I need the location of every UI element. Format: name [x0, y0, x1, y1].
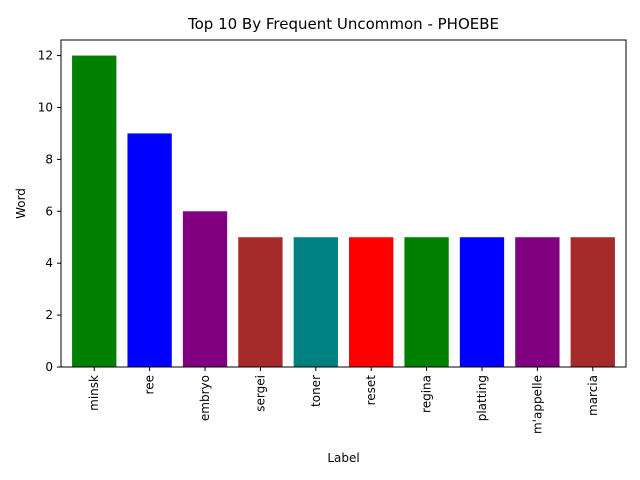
bar-toner [293, 237, 338, 367]
y-tick-label: 10 [38, 100, 53, 114]
plot-area: minsk ree embryo sergei toner reset regina plat… [38, 49, 615, 434]
x-tick-label: minsk [87, 375, 101, 411]
bar-m-appelle [515, 237, 560, 367]
x-tick-label: sergei [253, 375, 267, 412]
x-tick-label: regina [420, 375, 434, 413]
bar-regina [404, 237, 449, 367]
x-tick-label: toner [309, 375, 323, 407]
x-tick-label: platting [475, 375, 489, 421]
y-tick-label: 0 [45, 360, 53, 374]
bar-sergei [238, 237, 283, 367]
chart-title: Top 10 By Frequent Uncommon - PHOEBE [187, 15, 499, 33]
plot-frame [60, 39, 627, 368]
x-axis-label: Label [327, 451, 359, 465]
bar-platting [459, 237, 505, 367]
bar-embryo [182, 211, 228, 367]
bar-reset [349, 237, 394, 367]
bar-minsk [72, 55, 117, 367]
y-tick-label: 4 [45, 256, 53, 270]
x-tick-label: reset [364, 375, 378, 406]
y-tick-label: 2 [45, 308, 53, 322]
x-tick-label: ree [143, 375, 157, 394]
bar-marcia [570, 237, 615, 367]
bar-ree [127, 133, 172, 367]
x-tick-label: embryo [198, 375, 212, 421]
y-axis-label: Word [14, 188, 28, 219]
y-tick-label: 12 [38, 49, 53, 63]
x-tick-label: marcia [586, 375, 600, 416]
y-tick-label: 6 [45, 204, 53, 218]
x-tick-label: m'appelle [530, 375, 544, 434]
y-tick-label: 8 [45, 152, 53, 166]
